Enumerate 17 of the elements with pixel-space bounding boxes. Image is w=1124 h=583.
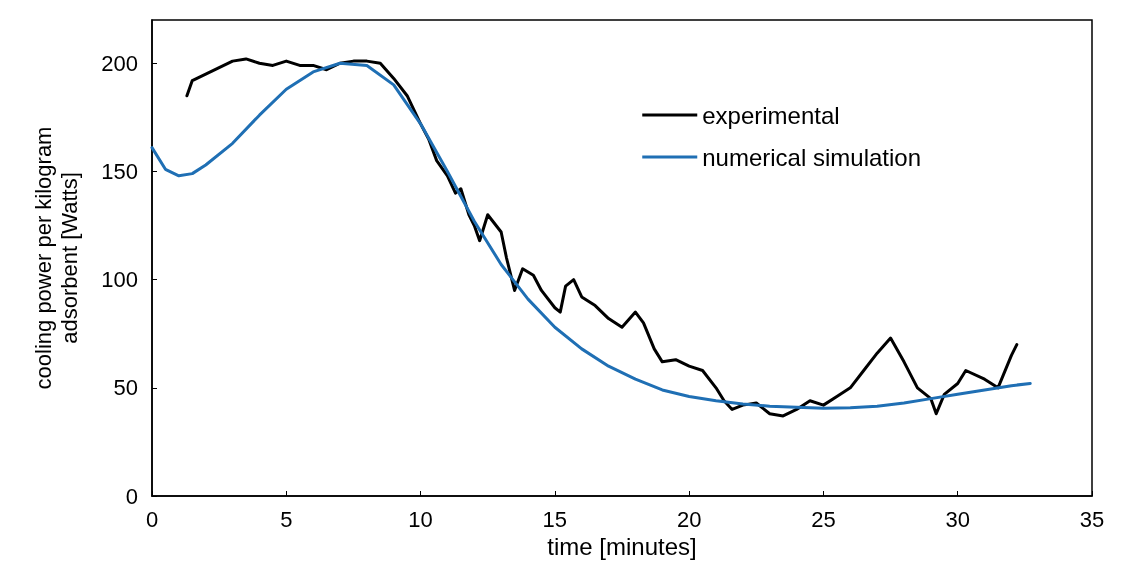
y-tick-label: 50 [113,375,138,401]
y-tick-label: 150 [101,158,138,184]
legend-label: numerical simulation [702,143,922,171]
x-tick-label: 35 [1079,506,1105,532]
x-tick-label: 30 [945,506,970,532]
x-tick-label: 5 [280,506,293,532]
y-tick-label: 0 [125,483,138,509]
y-tick-label: 100 [101,267,138,293]
x-axis-title: time [minutes] [547,533,697,561]
x-tick-label: 20 [676,506,702,532]
x-tick-label: 15 [542,506,568,532]
y-axis-title: cooling power per kilogram adsorbent [Watts] [30,126,82,390]
legend-label: experimental [702,101,840,129]
x-tick-label: 10 [408,506,433,532]
x-tick-label: 25 [811,506,836,532]
y-tick-label: 200 [101,50,138,76]
x-tick-label: 0 [145,506,159,532]
